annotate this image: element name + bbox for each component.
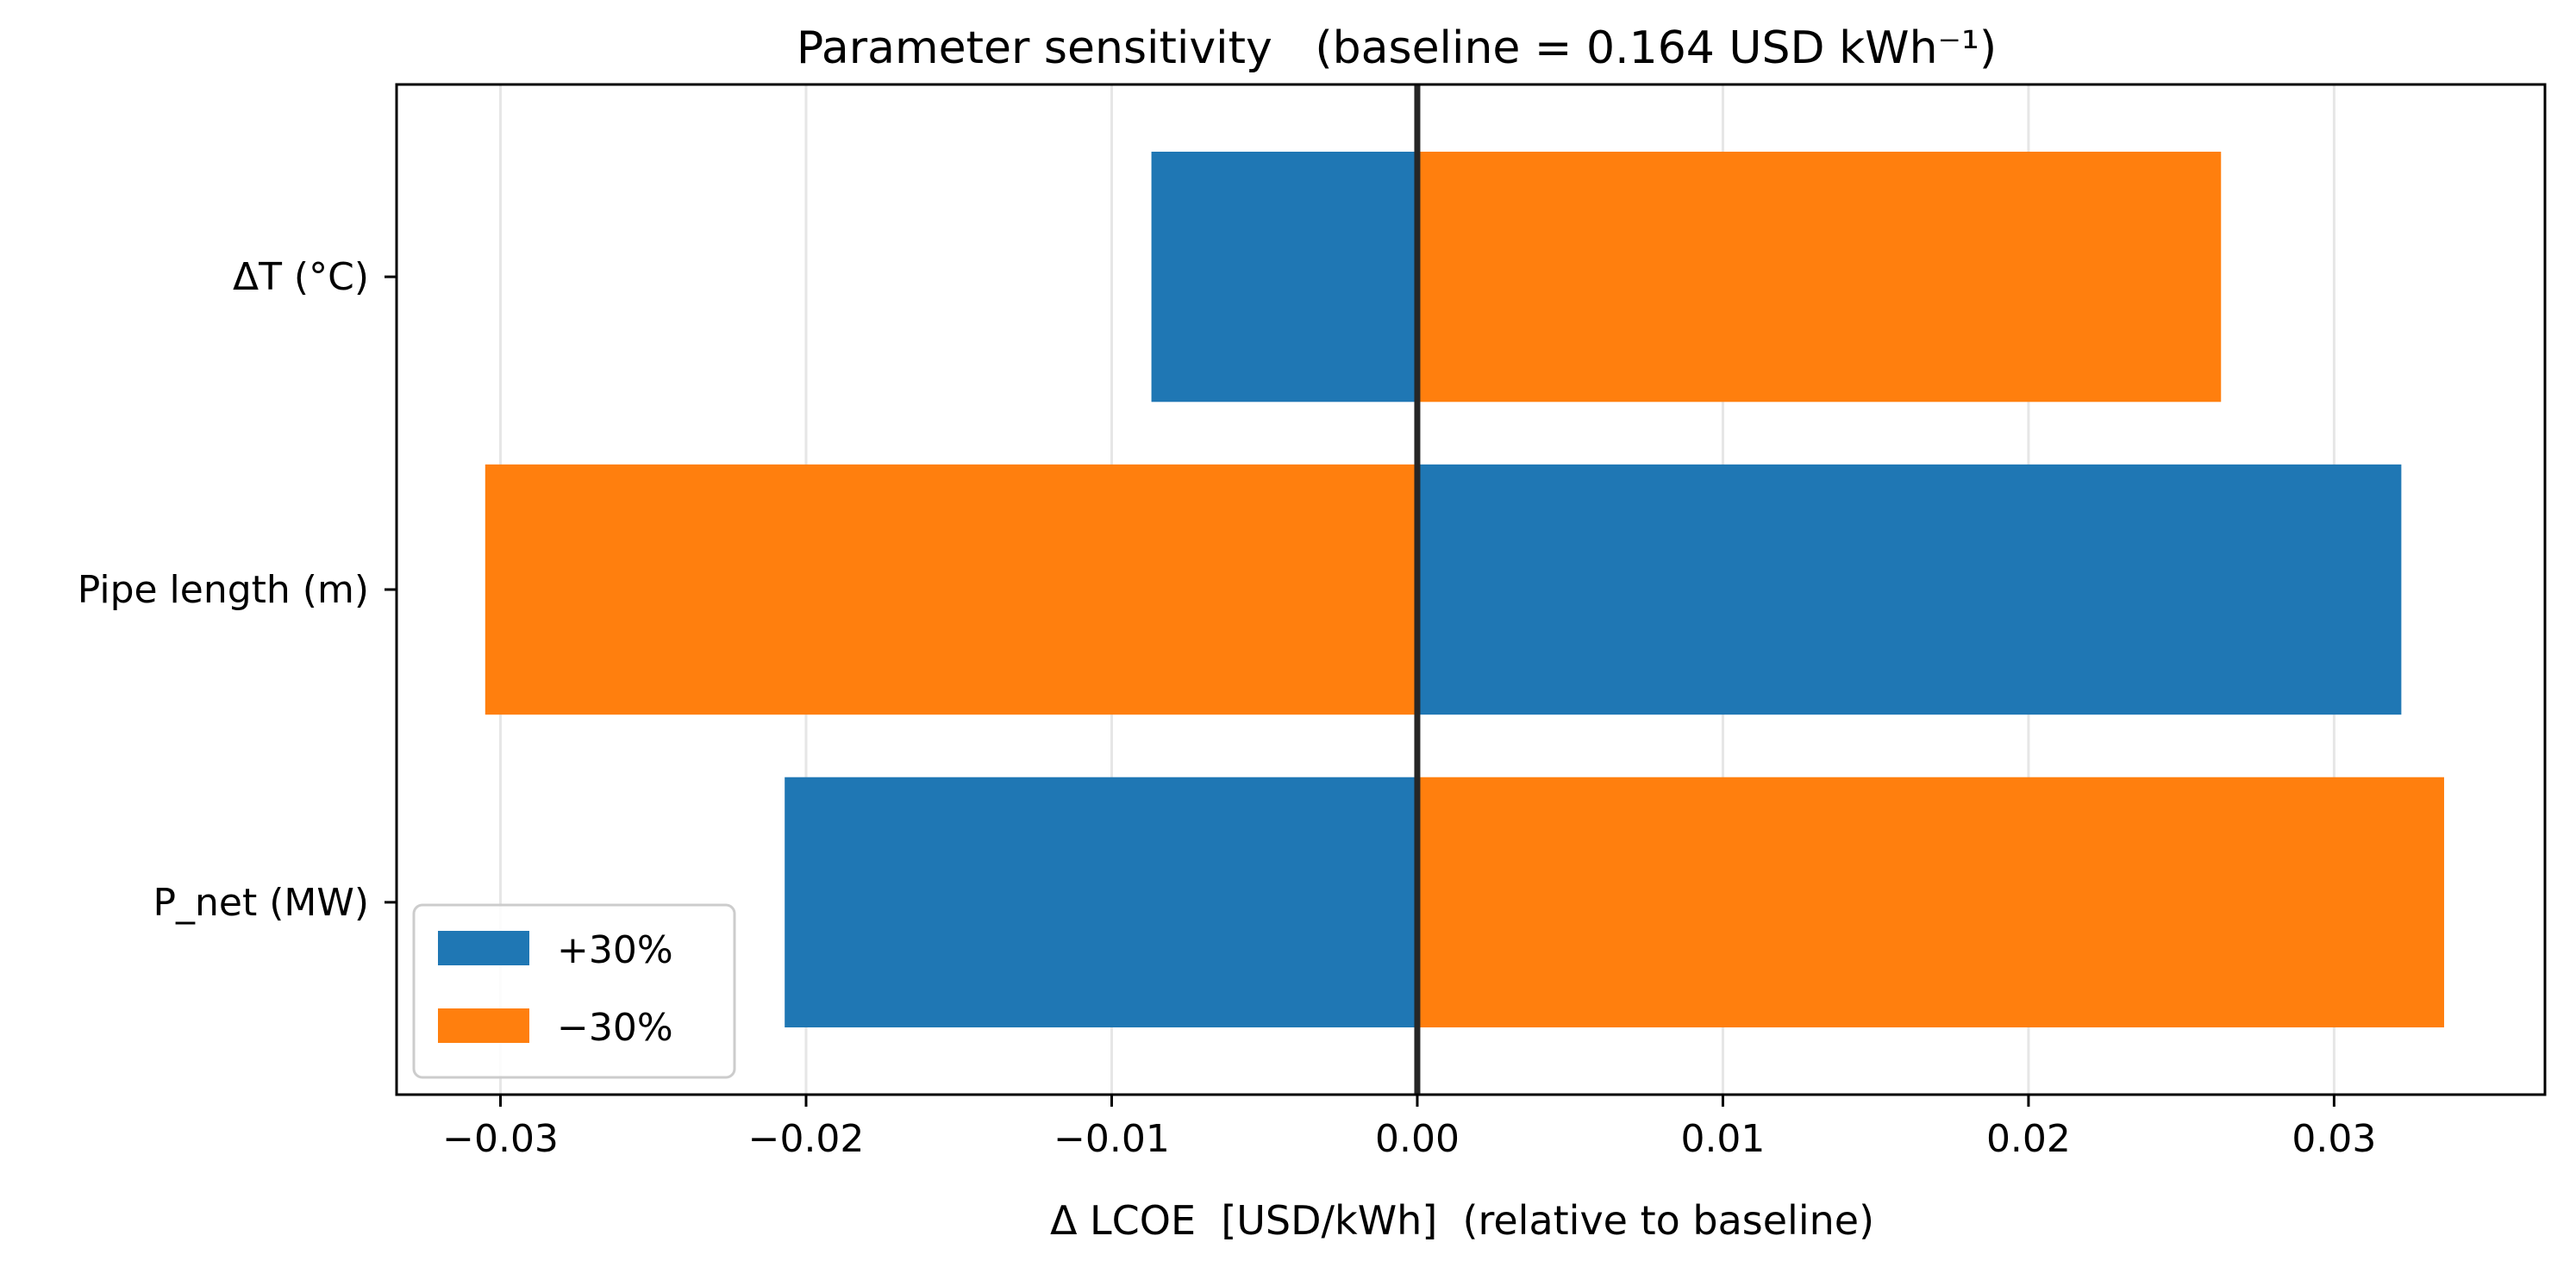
legend-swatch-plus [438,931,529,965]
x-tick-label: 0.01 [1680,1117,1765,1161]
x-axis-ticks: −0.03 −0.02 −0.01 0.00 0.01 0.02 0.03 [442,1095,2376,1161]
bar-plus30 [785,777,1417,1027]
category-label: Pipe length (m) [78,568,369,612]
bar-minus30 [1416,152,2222,403]
bar-minus30 [485,464,1417,715]
legend: +30% −30% [412,903,736,1079]
bar-minus30 [1416,777,2445,1027]
x-tick-label: 0.00 [1375,1117,1460,1161]
x-axis-label: Δ LCOE [USD/kWh] (relative to baseline) [1050,1197,1874,1244]
category-label: P_net (MW) [153,881,369,925]
chart-title: Parameter sensitivity (baseline = 0.164 … [797,22,1997,74]
bar-plus30 [1151,152,1417,403]
legend-swatch-minus [438,1008,529,1043]
legend-label-plus: +30% [557,928,673,972]
x-tick-label: −0.03 [442,1117,559,1161]
legend-label-minus: −30% [557,1006,673,1050]
y-axis-categories: P_net (MW) Pipe length (m) ΔT (°C) [78,255,397,925]
bar-plus30 [1416,464,2402,715]
x-tick-label: −0.02 [748,1117,865,1161]
bars [485,152,2445,1027]
x-tick-label: 0.02 [1986,1117,2071,1161]
category-label: ΔT (°C) [233,255,369,299]
x-tick-label: 0.03 [2292,1117,2376,1161]
x-tick-label: −0.01 [1054,1117,1170,1161]
